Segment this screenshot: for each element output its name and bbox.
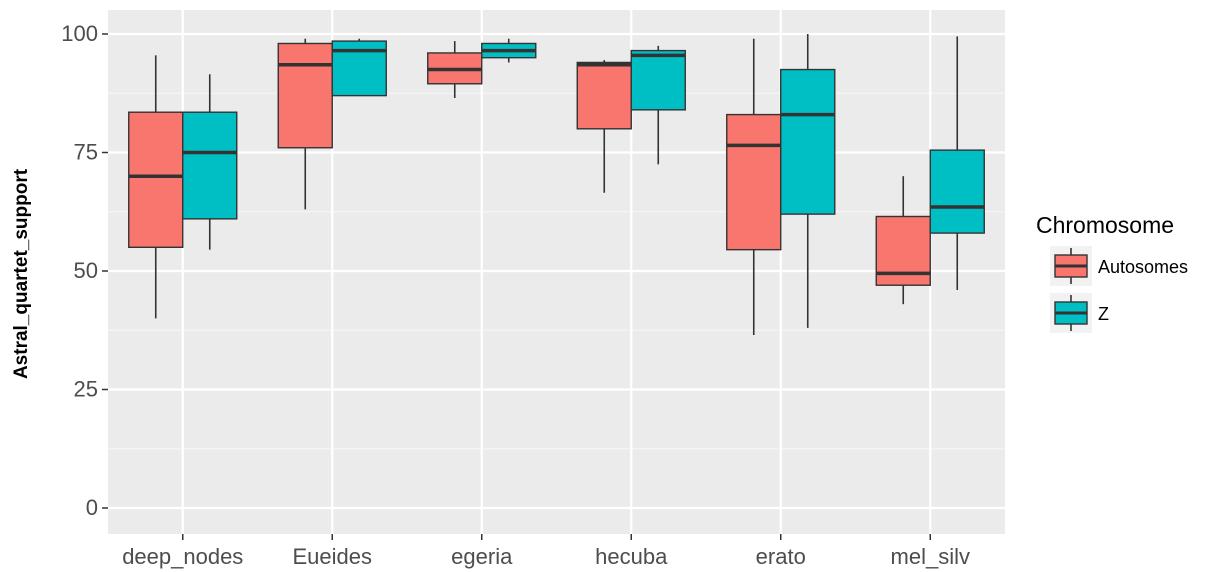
box-z-hecuba [630, 45, 686, 165]
x-tick-label: hecuba [595, 544, 668, 569]
box-body [929, 149, 985, 234]
box-body [128, 111, 184, 248]
box-autosomes-mel_silv [875, 176, 931, 305]
box-autosomes-deep_nodes [128, 55, 184, 319]
box-z-erato [780, 34, 836, 328]
y-tick-label: 0 [86, 495, 98, 520]
legend-title: Chromosome [1036, 212, 1174, 238]
legend: Chromosome Autosomes Z [1036, 212, 1188, 333]
box-autosomes-erato [726, 38, 782, 335]
box-body [780, 68, 836, 215]
legend-item-z: Z [1050, 293, 1109, 333]
box-layer [128, 34, 985, 335]
y-tick-label: 50 [74, 258, 98, 283]
box-autosomes-eueides [277, 38, 333, 210]
box-z-eueides [331, 38, 387, 97]
x-tick-label: mel_silv [891, 544, 970, 569]
legend-item-autosomes: Autosomes [1050, 246, 1188, 286]
box-body [726, 113, 782, 251]
x-tick-label: deep_nodes [122, 544, 243, 569]
box-z-mel_silv [929, 36, 985, 290]
x-tick-label: egeria [451, 544, 513, 569]
box-body [277, 42, 333, 149]
box-z-deep_nodes [182, 74, 238, 250]
legend-label: Z [1098, 304, 1109, 324]
y-tick-label: 100 [61, 21, 98, 46]
box-autosomes-hecuba [576, 60, 632, 193]
y-tick-label: 75 [74, 140, 98, 165]
box-body [576, 61, 632, 130]
y-tick-label: 25 [74, 377, 98, 402]
box-body [630, 49, 686, 111]
x-tick-label: Eueides [292, 544, 372, 569]
y-axis-label: Astral_quartet_support [11, 168, 32, 379]
x-tick-label: erato [756, 544, 806, 569]
box-autosomes-egeria [427, 41, 483, 98]
legend-label: Autosomes [1098, 257, 1188, 277]
box-body [182, 111, 238, 220]
box-z-egeria [481, 38, 537, 63]
axes-layer: 0 25 50 75 100 deep_nodes Eueides egeria hecuba e… [61, 21, 970, 569]
